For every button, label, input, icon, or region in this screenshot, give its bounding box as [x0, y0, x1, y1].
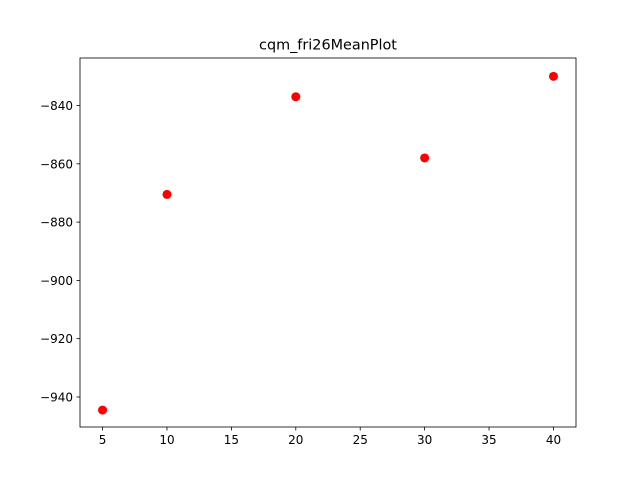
x-tick-label: 10 [159, 433, 174, 447]
plot-area: 5 10 15 20 25 30 35 40 −940 −920 −900 −880 −860 −840 [40, 57, 577, 447]
data-point [291, 92, 301, 102]
y-tick-label: −940 [40, 390, 73, 404]
x-tick-label: 40 [546, 433, 561, 447]
data-point [162, 189, 172, 199]
x-tick-label: 15 [224, 433, 239, 447]
x-tick-label: 35 [481, 433, 496, 447]
y-tick-label: −880 [40, 216, 73, 230]
y-tick-label: −860 [40, 157, 73, 171]
y-tick-label: −840 [40, 99, 73, 113]
y-tick-label: −920 [40, 332, 73, 346]
data-point [420, 153, 430, 163]
data-point [98, 405, 108, 415]
x-tick-label: 30 [417, 433, 432, 447]
x-tick-label: 25 [353, 433, 368, 447]
chart-title: cqm_fri26MeanPlot [259, 38, 397, 54]
x-tick-label: 5 [99, 433, 107, 447]
y-tick-label: −900 [40, 274, 73, 288]
axes-frame [79, 57, 577, 428]
x-tick-label: 20 [288, 433, 303, 447]
data-point [548, 71, 558, 81]
